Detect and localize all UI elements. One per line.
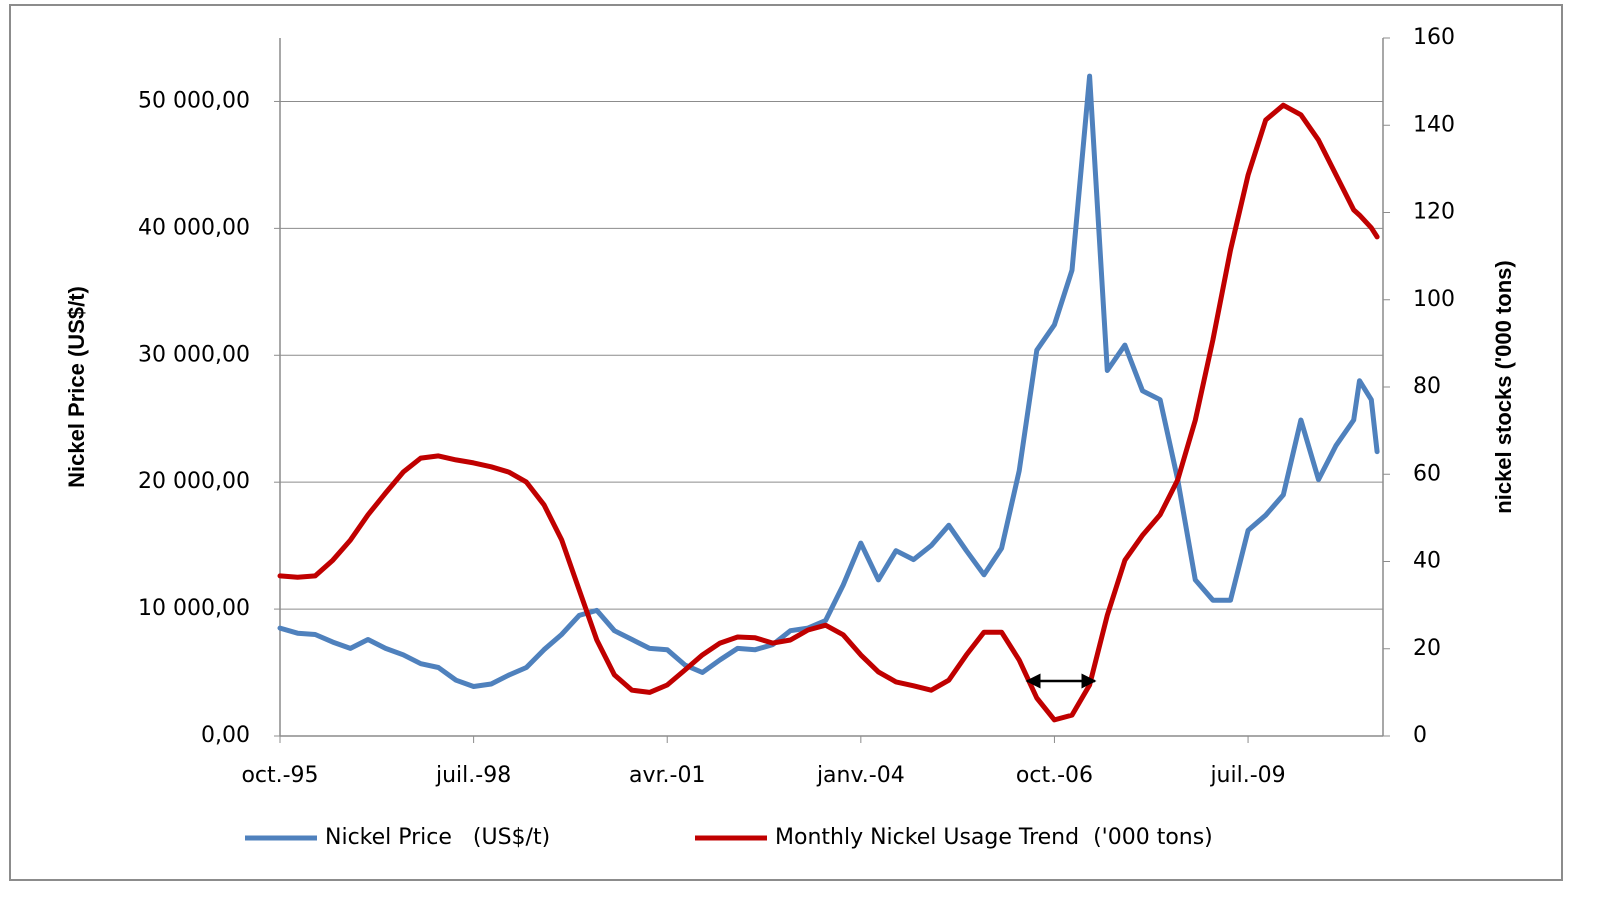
y2-tick-label: 120: [1413, 200, 1455, 225]
y2-tick-label: 40: [1413, 549, 1441, 574]
legend-label: Monthly Nickel Usage Trend ('000 tons): [775, 825, 1213, 850]
y2-tick-label: 140: [1413, 112, 1455, 137]
data-line: [277, 73, 1380, 689]
x-tick-label: oct.-95: [241, 763, 318, 788]
y2-tick-label: 60: [1413, 461, 1441, 486]
y2-tick-label: 20: [1413, 636, 1441, 661]
x-tick-label: juil.-09: [1209, 763, 1285, 788]
y-tick-label: 0,00: [201, 723, 250, 748]
x-tick-label: juil.-98: [435, 763, 511, 788]
y-tick-label: 40 000,00: [138, 215, 250, 240]
y2-tick-label: 0: [1413, 723, 1427, 748]
y2-tick-label: 160: [1413, 25, 1455, 50]
y-tick-label: 50 000,00: [138, 88, 250, 113]
y2-tick-label: 80: [1413, 374, 1441, 399]
data-line: [277, 102, 1380, 723]
legend-label: Nickel Price (US$/t): [325, 825, 550, 850]
x-tick-label: oct.-06: [1016, 763, 1093, 788]
y-tick-label: 20 000,00: [138, 469, 250, 494]
y2-axis-title: nickel stocks ('000 tons): [1491, 260, 1516, 513]
chart-frame: [9, 4, 1563, 881]
y-tick-label: 30 000,00: [138, 342, 250, 367]
x-tick-label: avr.-01: [629, 763, 705, 788]
y-axis-title: Nickel Price (US$/t): [64, 286, 89, 488]
x-tick-label: janv.-04: [816, 763, 905, 788]
y2-tick-label: 100: [1413, 287, 1455, 312]
y-tick-label: 10 000,00: [138, 596, 250, 621]
